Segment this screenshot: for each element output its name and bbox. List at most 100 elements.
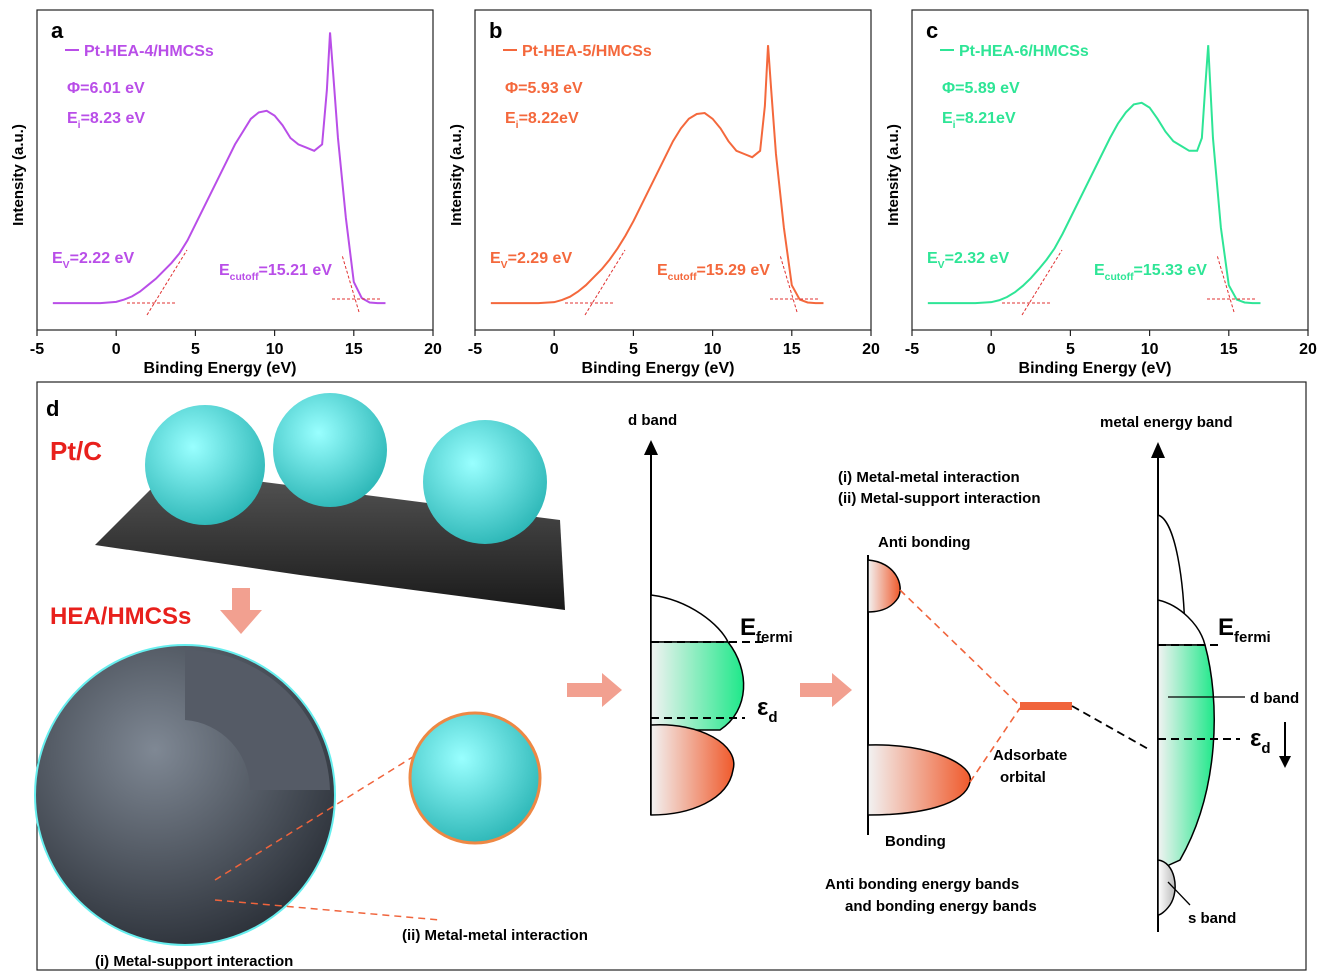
connector (900, 590, 1020, 706)
band-lobe (651, 725, 734, 815)
charts: -5 0 5 10 15 20 Binding Energy (eV) Intensity (… (10, 10, 1317, 377)
orbital-lobe (868, 560, 900, 612)
y-axis-label: Intensity (a.u.) (448, 124, 465, 226)
x-tick-label: 20 (862, 341, 880, 358)
x-axis-label: Binding Energy (eV) (582, 360, 735, 377)
x-tick-label: 15 (345, 341, 363, 358)
arrow (567, 673, 622, 707)
symbol: E (219, 262, 230, 279)
fit-line (342, 255, 359, 312)
caption: (i) Metal-support interaction (95, 953, 293, 970)
band-label: d band (1250, 690, 1299, 707)
annotation: Ecutoff=15.29 eV (657, 262, 770, 283)
x-axis-label: Binding Energy (eV) (1019, 360, 1172, 377)
subscript: cutoff (668, 272, 697, 283)
level-label: Efermi (1218, 614, 1271, 646)
note: (i) Metal-metal interaction (838, 469, 1020, 486)
note: (ii) Metal-support interaction (838, 490, 1041, 507)
panel-d: d Pt/C HEA/HMCSs (ii) Metal-metal intera… (35, 382, 1306, 970)
band-label: s band (1188, 910, 1236, 927)
annotation: EV=2.32 eV (927, 250, 1009, 271)
orbital-label: Bonding (885, 833, 946, 850)
panel-label: a (51, 18, 64, 43)
fit-line (585, 250, 625, 315)
subscript: V (938, 260, 945, 271)
x-tick-label: 0 (987, 341, 996, 358)
x-tick-label: 5 (629, 341, 638, 358)
annotation: Ei=8.23 eV (67, 110, 145, 131)
annotation-text: =8.22eV (519, 110, 579, 127)
x-tick-label: 10 (704, 341, 722, 358)
annotation: Ei=8.21eV (942, 110, 1016, 131)
orbital-label: Anti bonding (878, 534, 970, 551)
symbol: E (657, 262, 668, 279)
axis-label: metal energy band (1100, 414, 1233, 431)
annotation: Φ=6.01 eV (67, 80, 145, 97)
x-axis-label: Binding Energy (eV) (144, 360, 297, 377)
orbital-label: Adsorbate (993, 747, 1067, 764)
legend-label: Pt-HEA-6/HMCSs (959, 43, 1089, 60)
annotation: EV=2.22 eV (52, 250, 134, 271)
connector (1072, 706, 1150, 750)
subscript: V (63, 260, 70, 271)
x-tick-label: -5 (30, 341, 44, 358)
symbol: E (52, 250, 63, 267)
annotation-text: =8.23 eV (81, 110, 146, 127)
y-axis-label: Intensity (a.u.) (885, 124, 902, 226)
symbol: E (67, 110, 78, 127)
nanoparticle (145, 405, 265, 525)
symbol: ε (757, 694, 768, 721)
annotation-text: =15.29 eV (697, 262, 771, 279)
x-tick-label: 10 (1141, 341, 1159, 358)
hea-particle (410, 713, 540, 843)
x-tick-label: 20 (424, 341, 442, 358)
x-tick-label: -5 (905, 341, 919, 358)
band-lobe (651, 595, 728, 642)
level-label: εd (1250, 725, 1271, 757)
panel-label: c (926, 18, 938, 43)
legend-label: Pt-HEA-5/HMCSs (522, 43, 652, 60)
panel-label: d (46, 396, 59, 421)
fit-line (1022, 250, 1062, 315)
band-lobe (651, 642, 744, 730)
x-tick-label: 0 (550, 341, 559, 358)
symbol: E (927, 250, 938, 267)
x-tick-label: 5 (1066, 341, 1075, 358)
note: and bonding energy bands (845, 898, 1037, 915)
symbol: E (490, 250, 501, 267)
annotation-text: =8.21eV (956, 110, 1016, 127)
orbital-label: orbital (1000, 769, 1046, 786)
x-tick-label: 15 (783, 341, 801, 358)
annotation-text: =15.21 eV (259, 262, 333, 279)
subscript: fermi (756, 629, 793, 646)
material-label: HEA/HMCSs (50, 603, 191, 630)
band-lobe (1158, 645, 1214, 870)
axis-label: d band (628, 412, 677, 429)
note: Anti bonding energy bands (825, 876, 1019, 893)
x-tick-label: 10 (266, 341, 284, 358)
subscript: cutoff (1105, 272, 1134, 283)
annotation: Φ=5.93 eV (505, 80, 583, 97)
annotation: Ei=8.22eV (505, 110, 579, 131)
subscript: fermi (1234, 629, 1271, 646)
annotation-text: =2.32 eV (945, 250, 1010, 267)
subscript: d (1261, 740, 1270, 757)
annotation: Ecutoff=15.33 eV (1094, 262, 1207, 283)
symbol: E (505, 110, 516, 127)
figure: -5 0 5 10 15 20 Binding Energy (eV) Intensity (… (0, 0, 1321, 972)
arrow (800, 673, 852, 707)
subscript: d (768, 709, 777, 726)
arrowhead (1151, 442, 1165, 458)
orbital-lobe (868, 745, 970, 815)
legend-label: Pt-HEA-4/HMCSs (84, 43, 214, 60)
symbol: E (942, 110, 953, 127)
caption: (ii) Metal-metal interaction (402, 927, 588, 944)
x-tick-label: 20 (1299, 341, 1317, 358)
symbol: E (740, 614, 756, 641)
symbol: E (1218, 614, 1234, 641)
level-label: εd (757, 694, 778, 726)
subscript: cutoff (230, 272, 259, 283)
chart-panel: -505101520Binding Energy (eV)Intensity (… (448, 10, 880, 377)
